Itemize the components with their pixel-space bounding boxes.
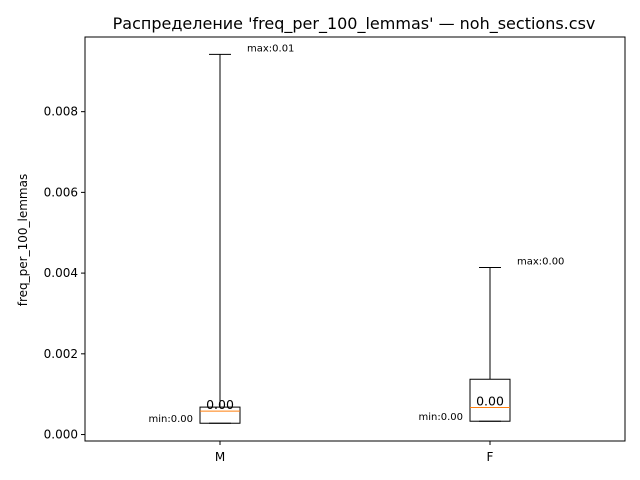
y-tick-label: 0.008 [44, 105, 78, 119]
box [199, 406, 241, 424]
y-tick-label: 0.004 [44, 266, 78, 280]
y-axis-label: freq_per_100_lemmas [16, 174, 30, 306]
plot-frame [84, 36, 626, 442]
max-label: max:0.00 [517, 256, 564, 267]
median-label: 0.00 [476, 394, 504, 409]
y-tick-label: 0.002 [44, 347, 78, 361]
max-label: max:0.01 [247, 43, 294, 54]
min-label: min:0.00 [149, 414, 194, 425]
box [469, 378, 511, 422]
x-tick-label: F [487, 450, 494, 464]
median-label: 0.00 [206, 397, 234, 412]
y-tick-label: 0.006 [44, 185, 78, 199]
x-tick-label: M [215, 450, 225, 464]
min-label: min:0.00 [419, 412, 464, 423]
y-tick-label: 0.000 [44, 428, 78, 442]
chart-title: Распределение 'freq_per_100_lemmas' — no… [113, 14, 596, 34]
